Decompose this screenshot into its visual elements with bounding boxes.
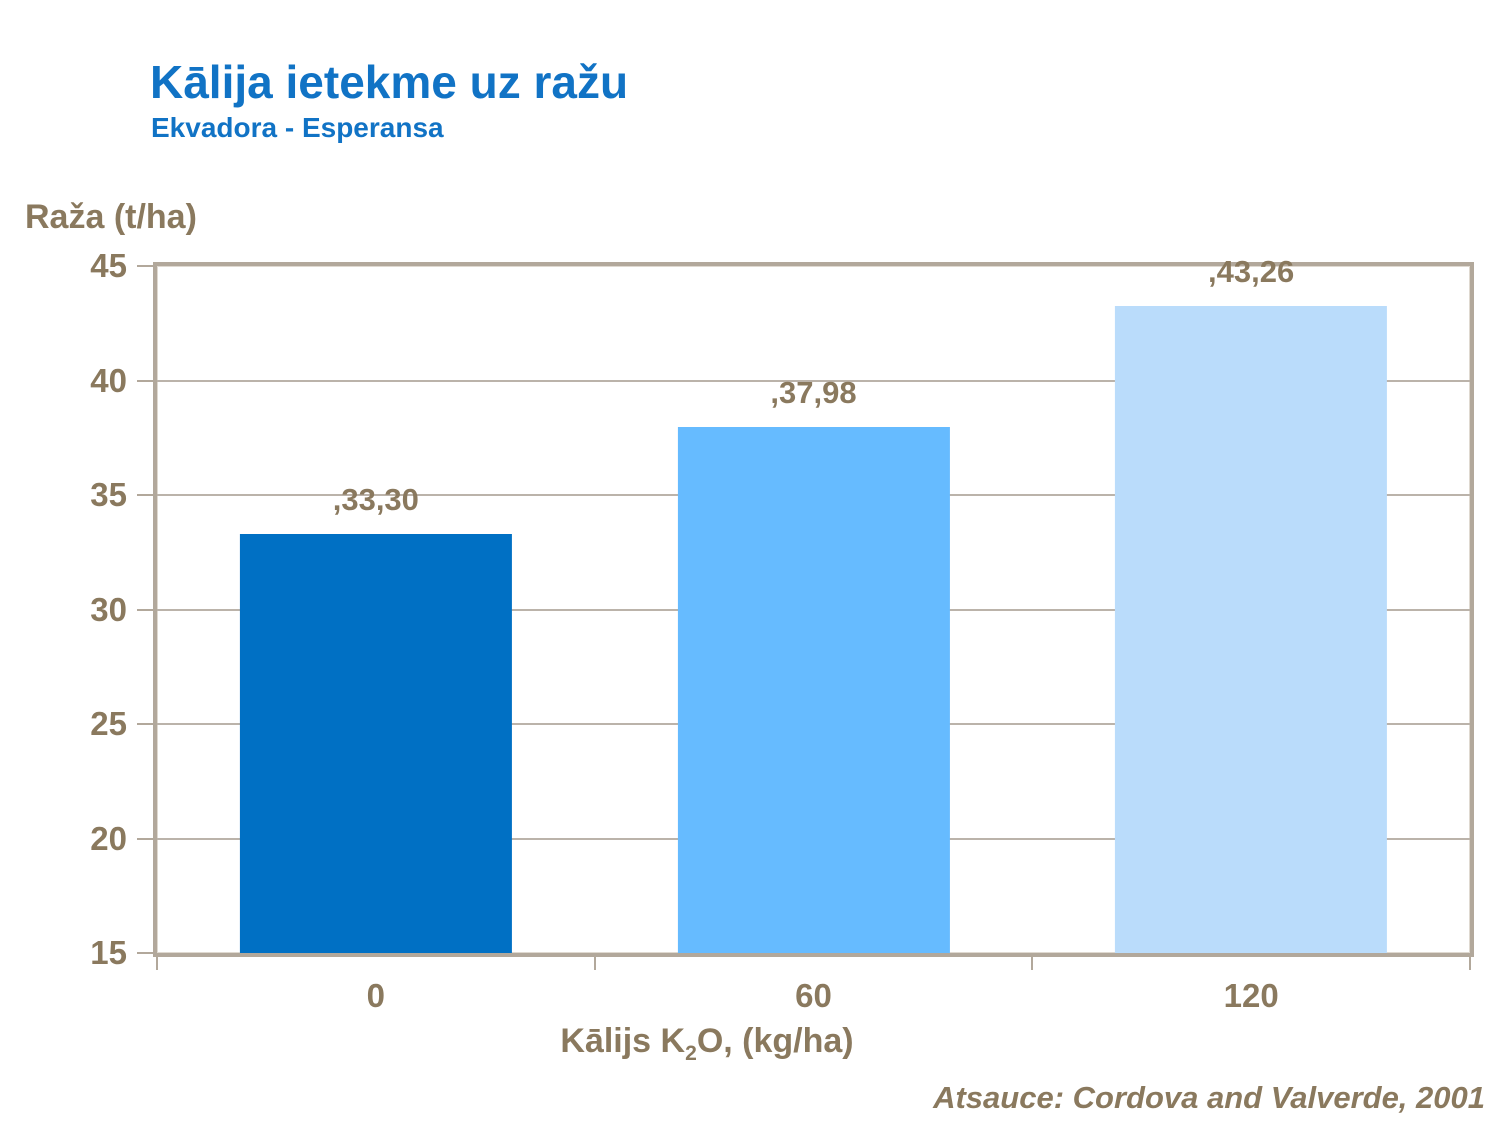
x-axis-title-post: O, (kg/ha): [696, 1022, 854, 1060]
y-tick-label: 35: [90, 476, 127, 513]
y-tick-label: 45: [90, 247, 127, 284]
y-tick-mark: [137, 379, 154, 382]
x-tick-mark: [1469, 956, 1471, 970]
x-tick-mark: [593, 956, 596, 970]
x-axis-title-pre: Kālijs K: [560, 1022, 686, 1060]
chart-title: Kālija ietekme uz ražu: [150, 56, 629, 108]
y-tick-mark: [137, 608, 154, 611]
bars-layer: ,33,30 ,37,98 ,43,26: [157, 254, 1470, 953]
source-citation: Atsauce: Cordova and Valverde, 2001: [933, 1080, 1485, 1115]
y-tick-mark: [137, 723, 154, 725]
x-tick-label: 120: [1223, 977, 1279, 1014]
x-axis-tick-labels: 0 60 120: [157, 977, 1470, 1017]
y-axis-title: Raža (t/ha): [25, 198, 197, 236]
bar-value-label: ,33,30: [332, 481, 419, 517]
plot-area: ,33,30 ,37,98 ,43,26: [153, 254, 1474, 957]
y-tick-mark: [137, 837, 154, 840]
y-tick-label: 30: [90, 590, 127, 628]
bar-0: [239, 533, 512, 953]
chart-subtitle: Ekvadora - Esperansa: [151, 112, 444, 143]
x-tick-label: 0: [366, 977, 386, 1014]
x-axis-tick-marks: [156, 956, 1471, 971]
x-axis-title-subscript: 2: [685, 1041, 697, 1065]
bar-value-label: ,43,26: [1208, 253, 1295, 289]
y-tick-mark: [137, 494, 154, 496]
y-tick-mark: [137, 952, 154, 954]
x-tick-label: 60: [795, 977, 832, 1014]
bar-120: [1115, 305, 1388, 953]
x-tick-mark: [1031, 956, 1034, 970]
y-tick-label: 25: [90, 705, 127, 742]
y-tick-label: 20: [90, 819, 127, 857]
bar-60: [677, 426, 950, 953]
x-axis-title: Kālijs K2O, (kg/ha): [560, 1022, 854, 1064]
gridline: [157, 379, 1470, 382]
y-axis-tick-marks: [137, 265, 154, 954]
y-tick-mark: [137, 265, 154, 267]
y-axis-tick-labels: 15 20 25 30 35 40 45: [0, 247, 127, 971]
x-tick-mark: [156, 956, 158, 970]
bar-value-label: ,37,98: [770, 374, 857, 410]
y-tick-label: 15: [90, 934, 127, 971]
y-tick-label: 40: [90, 361, 127, 399]
